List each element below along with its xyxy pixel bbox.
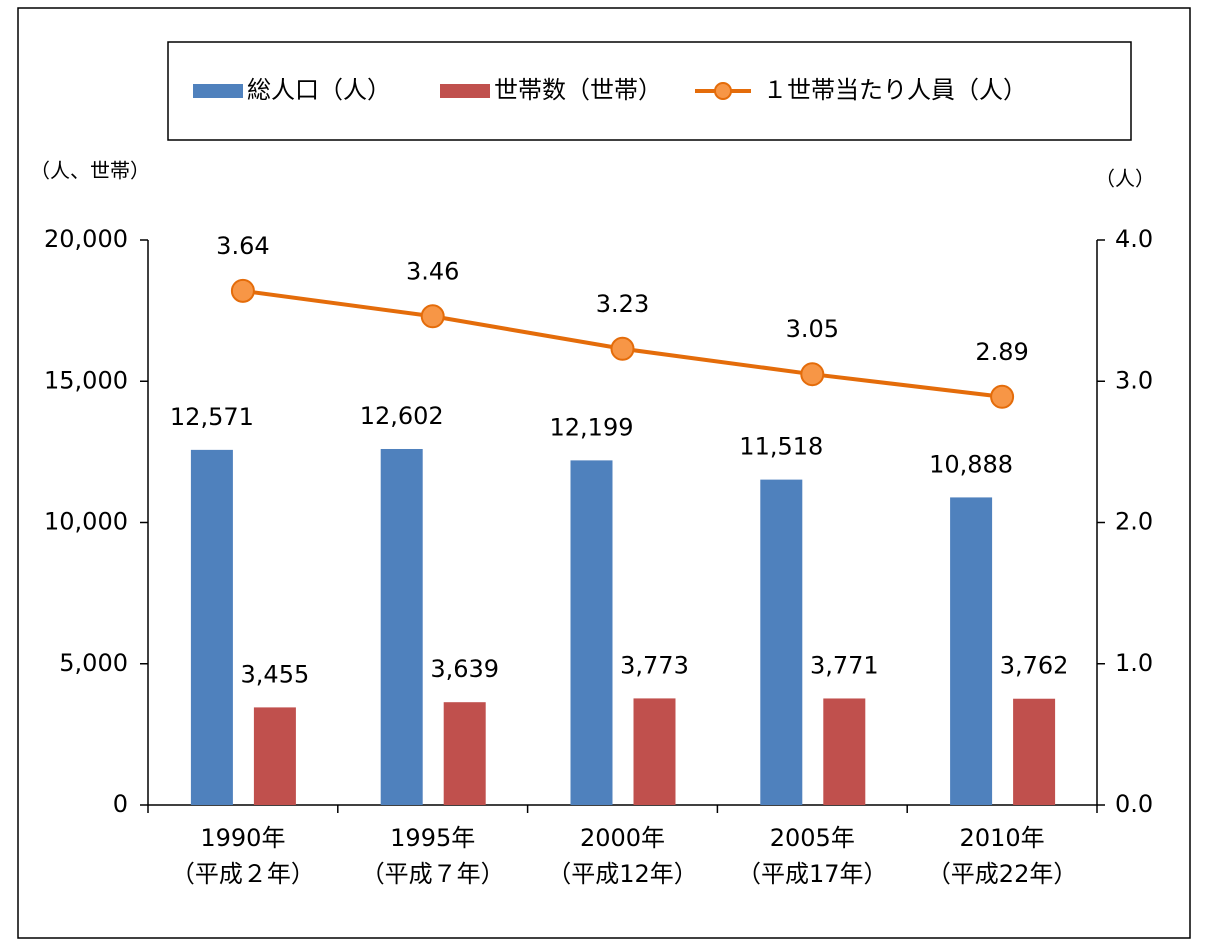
bar [823,698,866,805]
data-label: 3,771 [810,651,879,679]
x-tick-label: 2005年 [770,824,855,852]
y-tick-label: 15,000 [44,366,128,394]
data-label: 12,571 [170,403,254,431]
legend-box [167,41,1132,141]
y2-tick-label: 4.0 [1115,225,1153,253]
x-tick-label: （平成12年） [547,860,698,888]
x-tick-label: （平成２年） [171,860,315,888]
bar [633,698,676,805]
data-label: 3.23 [596,290,649,318]
bar [950,497,993,805]
data-label: 3.05 [786,315,839,343]
x-tick-label: （平成17年） [737,860,888,888]
legend-label: 総人口（人） [247,76,391,104]
x-tick-label: （平成22年） [927,860,1078,888]
y-tick-label: 0 [113,790,128,818]
bar [190,449,233,805]
x-tick-label: 2010年 [960,824,1045,852]
y2-tick-label: 2.0 [1115,508,1153,536]
data-label: 12,602 [360,402,444,430]
y2-tick-label: 1.0 [1115,649,1153,677]
legend-label: １世帯当たり人員（人） [763,76,1027,104]
x-tick-label: 1995年 [390,824,475,852]
legend-swatch [440,84,490,98]
data-label: 3.64 [216,232,269,260]
legend-label: 世帯数（世帯） [494,76,662,104]
bar [760,479,803,805]
y-tick-label: 10,000 [44,508,128,536]
x-tick-label: 1990年 [200,824,285,852]
y-tick-label: 5,000 [59,649,128,677]
bar [253,707,296,805]
data-label: 3,455 [241,660,310,688]
bar [380,448,423,805]
y-axis-label: （人、世帯） [30,159,150,183]
data-label: 3.46 [406,257,459,285]
bar [1013,698,1056,805]
line-marker [990,384,1015,409]
line-marker [800,362,825,387]
data-label: 2.89 [975,338,1028,366]
line-marker [610,336,635,361]
line-marker [420,304,445,329]
x-tick-label: 2000年 [580,824,665,852]
data-label: 10,888 [929,450,1013,478]
data-label: 11,518 [739,433,823,461]
y2-tick-label: 0.0 [1115,790,1153,818]
y-tick-label: 20,000 [44,225,128,253]
data-label: 3,773 [620,651,689,679]
x-tick-label: （平成７年） [361,860,505,888]
data-label: 3,639 [430,655,499,683]
legend-swatch [193,84,243,98]
data-label: 3,762 [1000,652,1069,680]
data-label: 12,199 [550,413,634,441]
line-marker [230,278,255,303]
bar [570,460,613,805]
legend-marker [714,82,732,100]
y2-tick-label: 3.0 [1115,366,1153,394]
bar [443,702,486,805]
y2-axis-label: （人） [1095,167,1155,191]
